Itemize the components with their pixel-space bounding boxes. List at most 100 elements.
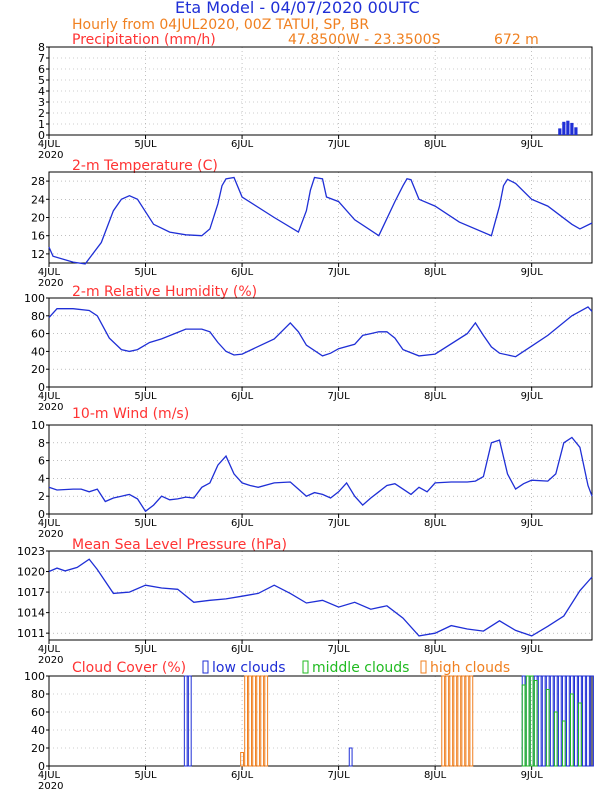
precip-xtick-label: 7JUL [327,139,350,150]
wind-xtick-label: 8JUL [424,518,447,529]
mslp-ytick-label: 1023 [17,545,45,558]
mslp-ytick-label: 1011 [17,627,45,640]
high-clouds-bar [248,675,253,767]
mslp-xtick-label: 6JUL [231,644,254,655]
precip-ytick-label: 3 [38,96,45,109]
cloud-ytick-label: 20 [31,742,45,755]
high-clouds-legend: high clouds [430,660,510,676]
rh-line [48,306,593,358]
middle-clouds-legend-swatch [302,660,309,674]
wind-title: 10-m Wind (m/s) [72,406,189,422]
precip-bar [570,122,574,135]
cloud-xtick-label: 9JUL [521,770,544,781]
wind-ytick-label: 8 [38,437,45,450]
chart-subtitle: Hourly from 04JUL2020, 00Z TATUI, SP, BR [72,17,369,33]
precip-ytick-label: 6 [38,63,45,76]
high-clouds-bar [445,675,450,767]
low-clouds-bar [541,675,546,767]
temp-frame [48,171,593,264]
middle-clouds-bar [529,675,534,767]
cloud-xtick-label: 8JUL [424,770,447,781]
cloud-xtick-label: 5JUL [134,770,157,781]
cloud-ytick-label: 40 [31,724,45,737]
low-clouds-legend: low clouds [212,660,286,676]
precip-bar [558,128,562,135]
mslp-xtick-label: 4JUL [38,644,61,655]
low-clouds-legend-swatch [202,660,209,674]
precip-xtick-label: 9JUL [521,139,544,150]
temp-ytick-label: 28 [31,175,45,188]
mslp-xtick-label: 8JUL [424,644,447,655]
middle-clouds-bar [533,680,538,767]
mslp-ytick-label: 1017 [17,586,45,599]
precip-xtick-label: 8JUL [424,139,447,150]
location-elevation: 672 m [494,32,539,48]
cloud-xtick-label: 7JUL [327,770,350,781]
high-clouds-bar [441,675,446,767]
temp-xtick-label: 7JUL [327,267,350,278]
precip-ytick-label: 4 [38,85,45,98]
high-clouds-bar [240,752,244,767]
middle-clouds-bar [569,693,574,767]
cloud-cover-title: Cloud Cover (%) [72,660,186,676]
high-clouds-bar [260,675,265,767]
precip-ytick-label: 7 [38,52,45,65]
cloud-ytick-label: 100 [24,670,45,683]
mslp-xtick-label: 5JUL [134,644,157,655]
cloud-year-label: 2020 [38,781,63,792]
rh-ytick-label: 0 [38,381,45,394]
middle-clouds-bar [561,720,566,767]
cloud-cover-panel: Cloud Cover (%) low clouds middle clouds… [24,660,594,792]
wind-xtick-label: 7JUL [327,518,350,529]
rh-xtick-label: 9JUL [521,391,544,402]
rh-xtick-label: 7JUL [327,391,350,402]
rh-ytick-label: 40 [31,345,45,358]
mslp-frame [48,550,593,641]
high-clouds-bar [244,675,248,767]
wind-xtick-label: 4JUL [38,518,61,529]
high-clouds-bar [449,675,454,767]
rh-xtick-label: 4JUL [38,391,61,402]
wind-ytick-label: 4 [38,472,45,485]
middle-clouds-legend: middle clouds [312,660,409,676]
middle-clouds-bar [545,689,550,767]
low-clouds-bar [557,675,562,767]
rh-ytick-label: 60 [31,328,45,341]
temp-ytick-label: 20 [31,212,45,225]
temp-xtick-label: 9JUL [521,267,544,278]
temp-xtick-label: 5JUL [134,267,157,278]
humidity-panel: 2-m Relative Humidity (%) 0 20 40 60 80 100 4J… [24,284,593,413]
precip-bar [574,127,578,135]
middle-clouds-bar [553,711,558,767]
wind-ytick-label: 0 [38,508,45,521]
high-clouds-legend-swatch [420,660,427,674]
low-clouds-bar [348,747,353,767]
high-clouds-bar [461,675,466,767]
pressure-panel: Mean Sea Level Pressure (hPa) 1011 1014 10… [17,537,593,666]
high-clouds-bar [469,675,474,767]
temp-year-label: 2020 [38,278,63,289]
low-clouds-bar [183,675,188,767]
temp-xtick-label: 4JUL [38,267,61,278]
wind-panel: 10-m Wind (m/s) 0 2 4 6 8 10 4JUL 5JUL 6JUL 7JUL 8… [31,406,593,540]
precip-bar [562,121,566,135]
location-coords: 47.8500W - 23.3500S [288,32,441,48]
precip-bar [566,120,570,135]
temperature-panel: 2-m Temperature (C) 12 16 20 24 28 4JUL 5JUL 6J… [31,158,593,289]
wind-frame [48,424,593,515]
temp-ytick-label: 16 [31,230,45,243]
middle-clouds-bar [525,675,530,767]
cloud-ytick-label: 60 [31,706,45,719]
precip-ytick-label: 0 [38,129,45,142]
high-clouds-bar [264,675,269,767]
precip-xtick-label: 4JUL [38,139,61,150]
rh-ytick-label: 20 [31,363,45,376]
low-clouds-bar [590,675,594,767]
temp-line [48,176,593,265]
wind-xtick-label: 5JUL [134,518,157,529]
low-clouds-bar [574,675,578,767]
chart-title: Eta Model - 04/07/2020 00UTC [175,0,420,17]
cloud-xtick-label: 4JUL [38,770,61,781]
